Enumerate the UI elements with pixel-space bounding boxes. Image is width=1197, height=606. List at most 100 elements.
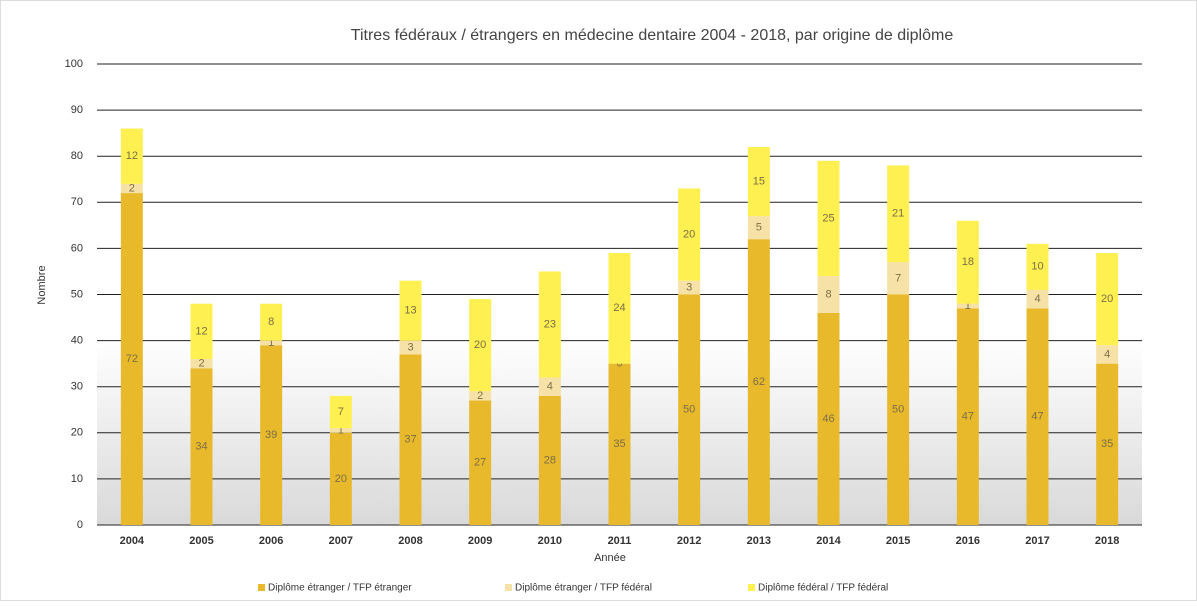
bar-segment (399, 340, 422, 355)
y-tick-label: 30 (71, 381, 83, 393)
bar-segment (887, 294, 910, 525)
data-label: 4 (547, 381, 553, 393)
y-tick-label: 100 (65, 58, 83, 70)
legend-label: Diplôme étranger / TFP fédéral (515, 583, 652, 594)
bar-segment (956, 220, 979, 304)
y-axis-label: Nombre (36, 265, 48, 304)
bar-segment (329, 428, 352, 433)
bar-segment (1026, 308, 1049, 525)
bar-segment (747, 146, 770, 217)
bar-segment (190, 359, 213, 369)
data-label: 1 (338, 424, 344, 436)
bar-segment (956, 303, 979, 309)
data-label: 4 (1104, 348, 1110, 360)
data-label: 12 (126, 150, 138, 162)
data-label: 47 (962, 411, 974, 423)
data-label: 7 (895, 272, 901, 284)
bar-segment (469, 299, 492, 392)
y-tick-label: 60 (71, 242, 83, 254)
bar-segment (260, 340, 283, 346)
x-tick-label: 2018 (1095, 535, 1119, 547)
x-axis-label: Année (594, 552, 626, 564)
bar-segment (747, 216, 770, 240)
bar-segment (538, 271, 561, 378)
data-label: 3 (686, 281, 692, 293)
data-label: 3 (407, 341, 413, 353)
bar-segment (1096, 363, 1119, 525)
x-tick-label: 2010 (538, 535, 562, 547)
y-tick-label: 90 (71, 104, 83, 116)
data-label: 1 (965, 300, 971, 312)
data-label: 18 (962, 256, 974, 268)
bar-segment (817, 160, 840, 277)
legend-swatch (505, 584, 512, 591)
x-tick-label: 2009 (468, 535, 492, 547)
bar-segment (678, 280, 701, 295)
data-label: 35 (613, 438, 625, 450)
data-label: 72 (126, 353, 138, 365)
data-label: 7 (338, 406, 344, 418)
bar-segment (887, 262, 910, 295)
bar-segment (538, 377, 561, 396)
bar-segment (190, 303, 213, 360)
data-label: 37 (404, 434, 416, 446)
bar-segment (538, 395, 561, 525)
bar-segment (1096, 345, 1119, 364)
y-tick-label: 40 (71, 335, 83, 347)
bar-segment (608, 363, 631, 525)
data-label: 13 (404, 305, 416, 317)
data-label: 2 (129, 182, 135, 194)
data-label: 46 (822, 413, 834, 425)
data-label: 39 (265, 429, 277, 441)
y-tick-label: 70 (71, 196, 83, 208)
bar-segment (608, 253, 631, 364)
bar-segment (817, 276, 840, 313)
data-label: 23 (544, 318, 556, 330)
bar-segment (956, 308, 979, 525)
bar-segment (120, 128, 143, 184)
y-tick-label: 80 (71, 150, 83, 162)
data-label: 20 (1101, 293, 1113, 305)
data-label: 24 (613, 302, 625, 314)
data-label: 12 (195, 325, 207, 337)
bar-segment (329, 432, 352, 525)
bar-segment (1026, 243, 1049, 290)
data-label: 2 (198, 358, 204, 370)
bar-segment (399, 354, 422, 525)
x-tick-label: 2017 (1025, 535, 1049, 547)
data-label: 4 (1034, 293, 1040, 305)
data-label: 25 (822, 212, 834, 224)
x-tick-label: 2013 (747, 535, 771, 547)
data-label: 2 (477, 390, 483, 402)
data-label: 8 (268, 316, 274, 328)
x-tick-label: 2015 (886, 535, 910, 547)
data-label: 8 (825, 288, 831, 300)
bar-segment (678, 294, 701, 525)
bar-segment (120, 193, 143, 525)
data-label: 15 (753, 175, 765, 187)
bar-segment (1026, 289, 1049, 309)
bar-segment (120, 183, 143, 194)
data-label: 62 (753, 376, 765, 388)
bar-segment (887, 165, 910, 263)
data-label: 28 (544, 454, 556, 466)
x-tick-label: 2012 (677, 535, 701, 547)
data-label: 20 (335, 473, 347, 485)
data-label: 5 (756, 222, 762, 234)
x-tick-label: 2014 (816, 535, 841, 547)
bar-segment (469, 391, 492, 401)
x-tick-label: 2016 (956, 535, 980, 547)
x-tick-label: 2006 (259, 535, 283, 547)
bar-segment (190, 368, 213, 525)
data-label: 1 (268, 337, 274, 349)
chart-title: Titres fédéraux / étrangers en médecine … (351, 27, 954, 44)
data-label: 20 (683, 228, 695, 240)
bar-segment (469, 400, 492, 525)
bar-segment (747, 239, 770, 525)
data-label: 10 (1031, 261, 1043, 273)
bar-segment (399, 280, 422, 341)
legend-label: Diplôme étranger / TFP étranger (268, 583, 412, 594)
bar-segment (1096, 253, 1119, 346)
data-label: 34 (195, 441, 207, 453)
